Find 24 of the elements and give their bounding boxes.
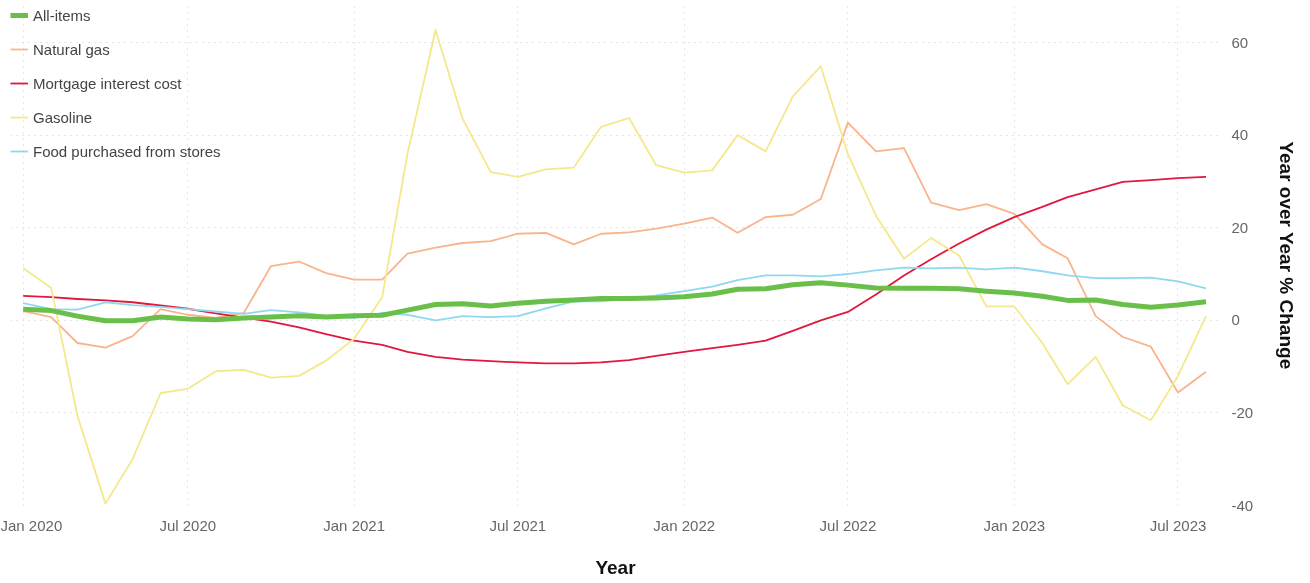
- legend-label: Food purchased from stores: [33, 142, 221, 160]
- line-series: [22, 266, 1207, 322]
- line-series: [22, 29, 1207, 505]
- line-series: [22, 175, 1207, 365]
- x-tick-label: Jul 2022: [819, 516, 877, 534]
- legend-label: Natural gas: [33, 40, 110, 58]
- x-tick-label: Jan 2020: [0, 516, 63, 534]
- legend-label: Mortgage interest cost: [33, 74, 182, 92]
- legend-label: All-items: [33, 6, 91, 24]
- x-tick-label: Jan 2023: [983, 516, 1046, 534]
- y-tick-label: 20: [1231, 218, 1249, 236]
- x-tick-label: Jul 2023: [1149, 516, 1207, 534]
- y-tick-label: 60: [1231, 33, 1249, 51]
- y-tick-label: -40: [1231, 496, 1254, 514]
- x-tick-label: Jul 2020: [159, 516, 217, 534]
- x-axis-title: Year: [595, 556, 637, 578]
- y-tick-label: 0: [1231, 311, 1240, 329]
- y-tick-label: 40: [1231, 126, 1249, 144]
- legend-label: Gasoline: [33, 108, 93, 126]
- y-axis-title: Year over Year % Change: [1276, 141, 1298, 370]
- x-tick-label: Jul 2021: [489, 516, 547, 534]
- y-tick-label: -20: [1231, 403, 1254, 421]
- x-tick-label: Jan 2022: [653, 516, 716, 534]
- x-tick-label: Jan 2021: [323, 516, 386, 534]
